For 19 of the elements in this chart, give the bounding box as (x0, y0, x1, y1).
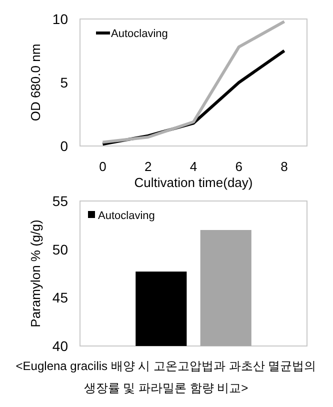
y-tick-label: 40 (52, 338, 68, 354)
y-tick-label: 0 (60, 138, 68, 154)
x-tick-label: 0 (99, 159, 106, 174)
y-axis-title: OD 680.0 nm (28, 44, 43, 122)
legend-label: Autoclaving (98, 210, 155, 222)
y-tick-label: 5 (60, 74, 68, 90)
y-tick-label: 55 (52, 193, 68, 209)
x-tick-label: 4 (190, 159, 198, 174)
y-tick-label: 10 (52, 11, 68, 27)
x-tick-label: 6 (235, 159, 243, 174)
y-tick-label: 50 (52, 241, 68, 258)
x-tick-label: 8 (280, 159, 288, 174)
legend-label: Autoclaving (111, 28, 168, 40)
x-tick-label: 2 (144, 159, 152, 174)
y-axis-title: Paramylon % (g/g) (28, 220, 43, 328)
text: <Euglena gracilis 배양 시 고온고압법과 과초산 멸균법의 생장률 및 파라밀론 함량 비교> (16, 359, 316, 395)
y-tick-label: 45 (52, 290, 68, 306)
line-series (101, 20, 286, 144)
x-axis-title: Cultivation time(day) (134, 175, 253, 190)
